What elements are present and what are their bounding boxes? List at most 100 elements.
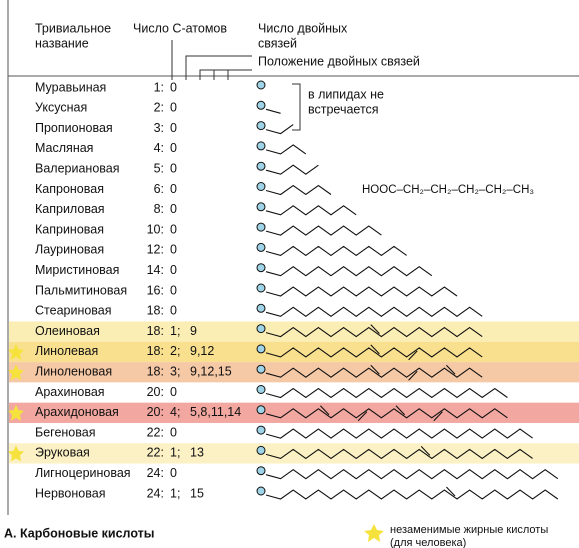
- carbon-count: 18:: [147, 304, 164, 318]
- double-bond: [357, 411, 368, 422]
- header: Число С-атомов: [133, 21, 227, 35]
- header: Тривиальное: [35, 21, 111, 35]
- acid-name: Линоленовая: [35, 364, 112, 378]
- acid-name: Валериановая: [35, 161, 120, 175]
- carbon-chain: [265, 184, 332, 196]
- bond-positions: 5,8,11,14: [190, 405, 241, 419]
- acid-name: Капроновая: [35, 182, 104, 196]
- carboxyl: [256, 263, 266, 273]
- carbon-count: 18:: [147, 324, 164, 338]
- carbon-chain: [265, 448, 533, 460]
- carbon-chain: [265, 347, 483, 358]
- acid-name: Стеариновая: [35, 304, 112, 318]
- formula: HOOC–CH₂–CH₂–CH₂–CH₂–CH₃: [362, 184, 534, 196]
- double-bonds: 1;: [170, 324, 180, 338]
- double-bond: [370, 364, 380, 375]
- essential-star: [8, 364, 24, 381]
- carbon-chain: [265, 428, 533, 439]
- carboxyl: [256, 283, 266, 293]
- acid-name: Каприновая: [35, 222, 104, 236]
- acid-name: Арахидоновая: [35, 405, 119, 419]
- carboxyl: [256, 141, 266, 151]
- acid-name: Бегеновая: [35, 425, 95, 439]
- acid-name: Уксусная: [35, 101, 87, 115]
- carbon-chain: [265, 469, 559, 480]
- carbon-count: 14:: [147, 263, 164, 277]
- caption: A. Карбоновые кислоты: [4, 526, 154, 540]
- carbon-count: 20:: [147, 405, 164, 419]
- double-bonds: 0: [170, 385, 177, 399]
- carboxyl: [256, 222, 266, 232]
- acid-name: Эруковая: [35, 446, 90, 460]
- double-bonds: 0: [170, 121, 177, 135]
- carboxyl: [256, 324, 266, 334]
- carboxyl: [256, 303, 266, 313]
- double-bonds: 0: [170, 101, 177, 115]
- acid-name: Масляная: [35, 141, 93, 155]
- carboxyl: [256, 202, 266, 212]
- row-highlight: [9, 443, 579, 464]
- acid-name: Лигноцериновая: [35, 466, 131, 480]
- double-bonds: 1;: [170, 446, 180, 460]
- carbon-chain: [265, 489, 559, 500]
- acid-name: Пропионовая: [35, 121, 113, 135]
- acid-name: Линолевая: [35, 344, 98, 358]
- row-highlight: [9, 321, 579, 342]
- carbon-chain: [265, 144, 307, 155]
- essential-star: [8, 445, 24, 462]
- double-bonds: 0: [170, 466, 177, 480]
- carbon-chain: [265, 266, 433, 277]
- carboxyl: [256, 344, 266, 354]
- carbon-count: 10:: [147, 222, 164, 236]
- header: связей: [258, 36, 297, 50]
- acid-name: Муравьиная: [35, 80, 106, 94]
- row-highlight: [9, 341, 579, 363]
- carbon-chain: [265, 326, 483, 338]
- carbon-count: 22:: [147, 425, 164, 439]
- carbon-chain: [265, 245, 407, 257]
- carbon-count: 22:: [147, 446, 164, 460]
- carboxyl: [256, 182, 266, 191]
- double-bonds: 0: [170, 304, 177, 318]
- acid-name: Арахиновая: [35, 385, 105, 399]
- legend-star: [364, 524, 384, 542]
- carbon-count: 4:: [154, 141, 164, 155]
- bond-positions: 9: [190, 324, 197, 338]
- double-bonds: 3;: [170, 364, 180, 378]
- double-bonds: 2;: [170, 344, 180, 358]
- carbon-chain: [265, 286, 458, 297]
- double-bond: [395, 405, 405, 416]
- double-bonds: 0: [170, 161, 177, 175]
- annotation: в липидах не: [308, 87, 384, 101]
- carbon-chain: [265, 164, 319, 175]
- carbon-count: 24:: [147, 486, 164, 500]
- carboxyl: [256, 486, 266, 496]
- carbon-chain: [265, 108, 281, 114]
- double-bond: [408, 350, 418, 361]
- essential-star: [8, 404, 24, 421]
- carbon-count: 8:: [154, 202, 164, 216]
- double-bond: [420, 446, 431, 456]
- carbon-chain: [265, 367, 483, 378]
- double-bond: [370, 324, 380, 334]
- acid-name: Нервоновая: [35, 486, 105, 500]
- carboxyl: [256, 121, 266, 131]
- carbon-count: 20:: [147, 385, 164, 399]
- carbon-count: 18:: [147, 344, 164, 358]
- carboxyl: [256, 405, 266, 415]
- double-bonds: 1;: [170, 486, 180, 500]
- double-bond: [370, 344, 380, 355]
- double-bond: [320, 405, 330, 416]
- carbon-count: 16:: [147, 283, 164, 297]
- double-bonds: 0: [170, 263, 177, 277]
- double-bonds: 0: [170, 222, 177, 236]
- row-highlight: [9, 362, 579, 383]
- double-bond: [408, 370, 418, 381]
- carbon-count: 3:: [154, 121, 164, 135]
- carbon-count: 1:: [154, 80, 164, 94]
- carbon-count: 5:: [154, 161, 164, 175]
- header: Положение двойных связей: [258, 54, 420, 68]
- carbon-count: 24:: [147, 466, 164, 480]
